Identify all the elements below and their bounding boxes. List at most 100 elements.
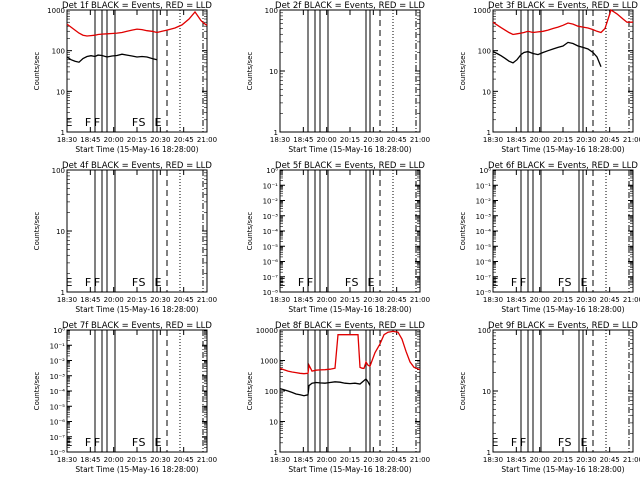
x-tick-label: 21:00 <box>197 296 217 304</box>
y-tick-label: 10⁻⁸ <box>263 289 279 297</box>
x-tick-label: 18:30 <box>483 136 503 144</box>
x-tick-label: 18:45 <box>293 136 313 144</box>
x-tick-label: 20:00 <box>317 136 337 144</box>
x-tick-label: 20:15 <box>340 136 360 144</box>
y-tick-label: 10⁻⁶ <box>50 419 66 427</box>
event-marker-label: F <box>558 436 564 449</box>
x-tick-label: 20:45 <box>387 136 407 144</box>
x-axis-label: Start Time (15-May-16 18:28:00) <box>288 305 411 314</box>
y-tick-label: 10⁰ <box>266 167 278 175</box>
plot-frame <box>492 329 634 453</box>
x-tick-label: 20:30 <box>363 456 383 464</box>
x-tick-label: 18:30 <box>57 456 77 464</box>
y-tick-label: 1 <box>487 129 491 137</box>
y-tick-label: 1 <box>274 129 278 137</box>
event-marker-label: E <box>66 116 73 129</box>
x-tick-label: 20:45 <box>600 296 620 304</box>
panel-4: Det 4f BLACK = Events, RED = LLD 1 10 100 18… <box>33 161 217 314</box>
panel-title: Det 2f BLACK = Events, RED = LLD <box>275 1 425 11</box>
x-tick-label: 20:30 <box>150 456 170 464</box>
x-axis-label: Start Time (15-May-16 18:28:00) <box>501 305 624 314</box>
x-tick-label: 20:00 <box>104 136 124 144</box>
panel-8: Det 8f BLACK = Events, RED = LLD 1 10 100 10… <box>246 321 430 474</box>
y-tick-label: 100 <box>478 327 491 335</box>
x-tick-label: 21:00 <box>410 296 430 304</box>
x-tick-label: 20:30 <box>363 136 383 144</box>
event-marker-label: S <box>352 276 359 289</box>
y-tick-label: 10⁻⁸ <box>476 289 492 297</box>
event-marker-label: E <box>155 276 162 289</box>
plot-frame <box>66 169 208 293</box>
x-tick-label: 18:30 <box>270 456 290 464</box>
x-axis-label: Start Time (15-May-16 18:28:00) <box>75 465 198 474</box>
x-tick-label: 20:45 <box>387 296 407 304</box>
x-tick-label: 18:30 <box>57 136 77 144</box>
y-tick-label: 10⁻³ <box>263 213 279 221</box>
y-tick-label: 1 <box>487 449 491 457</box>
x-tick-label: 20:15 <box>553 296 573 304</box>
event-marker-label: E <box>66 436 73 449</box>
event-marker-label: S <box>139 116 146 129</box>
x-tick-label: 20:00 <box>530 136 550 144</box>
panel-5: Det 5f BLACK = Events, RED = LLD 10⁻⁸ 10⁻⁷… <box>246 161 430 314</box>
x-tick-label: 20:15 <box>127 296 147 304</box>
event-marker-label: F <box>85 436 91 449</box>
series-line-lld <box>66 10 208 37</box>
event-marker-label: F <box>85 116 91 129</box>
y-tick-label: 1 <box>274 449 278 457</box>
x-tick-label: 18:45 <box>506 296 526 304</box>
plot-frame <box>279 329 421 453</box>
x-tick-label: 20:45 <box>174 296 194 304</box>
event-marker-label: S <box>565 436 572 449</box>
y-tick-label: 10⁻⁷ <box>50 434 66 442</box>
panel-title: Det 3f BLACK = Events, RED = LLD <box>488 1 638 11</box>
y-tick-label: 10 <box>56 88 65 96</box>
x-tick-label: 20:30 <box>363 296 383 304</box>
x-tick-label: 21:00 <box>623 456 640 464</box>
x-tick-label: 21:00 <box>623 136 640 144</box>
event-marker-label: F <box>511 436 517 449</box>
event-marker-label: F <box>558 276 564 289</box>
event-marker-label: F <box>511 276 517 289</box>
event-marker-label: E <box>581 436 588 449</box>
panel-title: Det 9f BLACK = Events, RED = LLD <box>488 321 638 331</box>
y-tick-label: 10⁻⁷ <box>476 274 492 282</box>
x-tick-label: 18:30 <box>483 456 503 464</box>
event-marker-label: F <box>520 276 526 289</box>
y-tick-label: 100 <box>265 7 278 15</box>
x-tick-label: 21:00 <box>197 456 217 464</box>
y-axis-label: Counts/sec <box>33 52 41 91</box>
event-marker-label: F <box>307 276 313 289</box>
x-tick-label: 20:30 <box>150 296 170 304</box>
series-line-events <box>66 53 158 63</box>
y-tick-label: 100 <box>265 388 278 396</box>
y-axis-label: Counts/sec <box>33 212 41 251</box>
x-tick-label: 18:45 <box>293 296 313 304</box>
x-tick-label: 18:30 <box>483 296 503 304</box>
y-axis-label: Counts/sec <box>459 52 467 91</box>
x-tick-label: 20:45 <box>600 456 620 464</box>
y-tick-label: 10⁻⁷ <box>263 274 279 282</box>
event-marker-label: E <box>155 436 162 449</box>
event-marker-label: F <box>345 276 351 289</box>
x-tick-label: 20:30 <box>576 136 596 144</box>
x-tick-label: 18:45 <box>80 456 100 464</box>
y-tick-label: 1 <box>61 289 65 297</box>
event-marker-label: E <box>492 436 499 449</box>
panel-title: Det 8f BLACK = Events, RED = LLD <box>275 321 425 331</box>
y-tick-label: 10 <box>269 419 278 427</box>
y-tick-label: 1000 <box>473 7 491 15</box>
event-marker-label: F <box>298 276 304 289</box>
event-marker-label: S <box>565 276 572 289</box>
event-marker-label: S <box>139 436 146 449</box>
y-tick-label: 10⁻⁴ <box>263 228 279 236</box>
panel-2: Det 2f BLACK = Events, RED = LLD 1 10 100 18… <box>246 1 430 154</box>
y-axis-label: Counts/sec <box>33 372 41 411</box>
panel-title: Det 5f BLACK = Events, RED = LLD <box>275 161 425 171</box>
x-tick-label: 18:45 <box>80 136 100 144</box>
y-tick-label: 10⁻¹ <box>476 182 492 190</box>
x-tick-label: 20:30 <box>576 296 596 304</box>
x-axis-label: Start Time (15-May-16 18:28:00) <box>75 145 198 154</box>
y-axis-label: Counts/sec <box>246 52 254 91</box>
